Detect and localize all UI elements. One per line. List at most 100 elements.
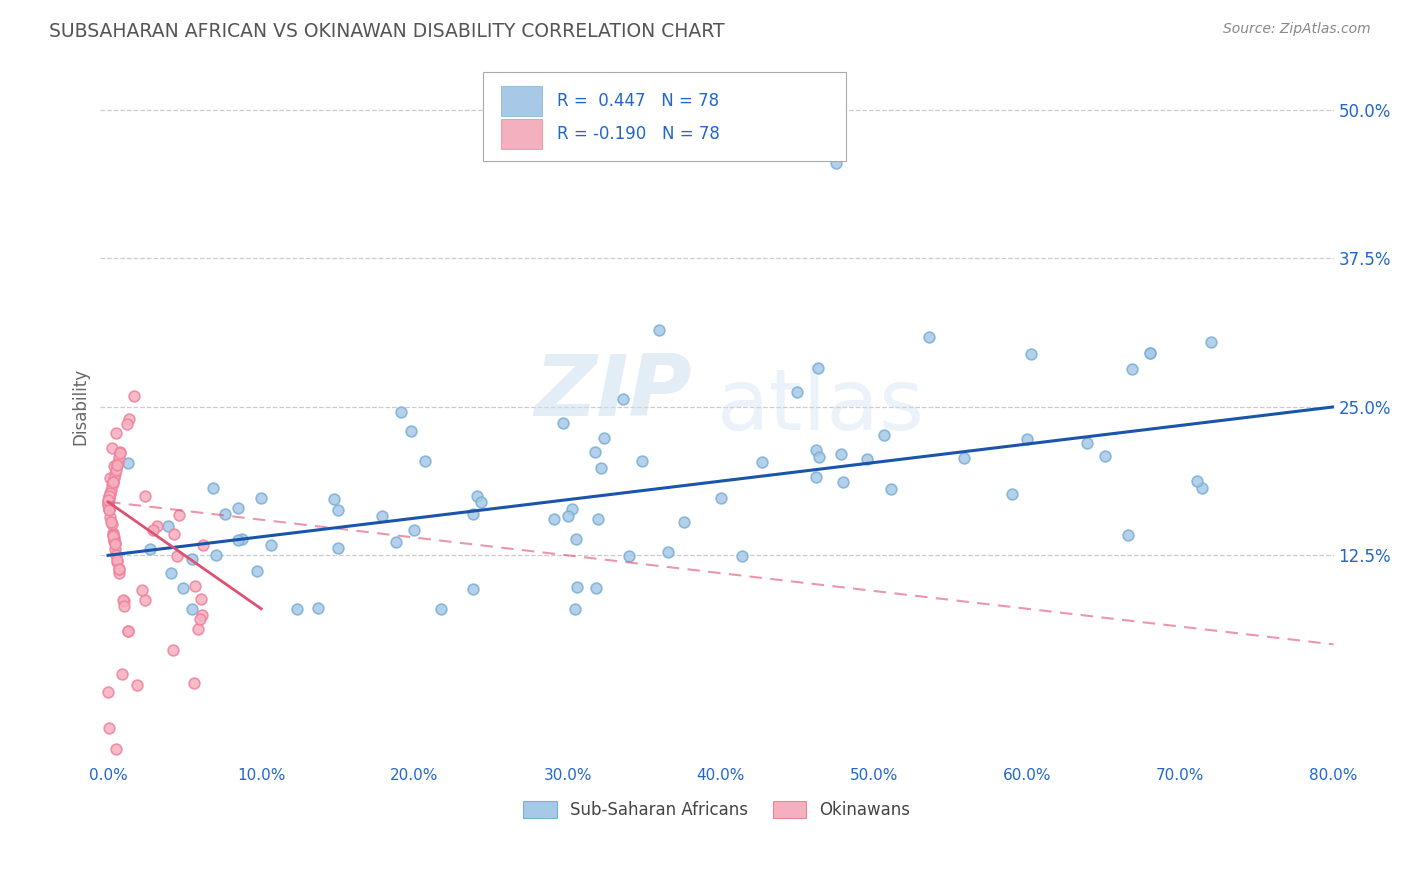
Point — [830, 447, 852, 461]
Point — [98, 501, 121, 516]
Point — [804, 470, 827, 484]
Text: R =  0.447   N = 78: R = 0.447 N = 78 — [557, 92, 718, 111]
Point — [98, 471, 121, 485]
Point — [191, 538, 214, 552]
Point — [100, 517, 122, 532]
Point — [672, 515, 695, 529]
Point — [543, 512, 565, 526]
Point — [404, 523, 426, 537]
Point — [105, 458, 128, 472]
Point — [1185, 474, 1208, 488]
Y-axis label: Disability: Disability — [72, 368, 89, 445]
Point — [470, 495, 492, 509]
Point — [101, 475, 124, 490]
Bar — [501, 87, 541, 116]
Point — [389, 405, 412, 419]
Point — [385, 535, 408, 549]
Point — [103, 530, 125, 544]
Point — [166, 549, 188, 563]
Point — [117, 624, 139, 638]
Point — [101, 475, 124, 490]
Point — [461, 507, 484, 521]
Point — [104, 541, 127, 556]
Point — [134, 489, 156, 503]
Point — [648, 323, 671, 337]
Point — [565, 580, 588, 594]
Point — [117, 412, 139, 426]
Point — [131, 582, 153, 597]
Point — [202, 481, 225, 495]
Point — [191, 608, 214, 623]
Point — [710, 491, 733, 506]
Point — [103, 459, 125, 474]
Point — [104, 536, 127, 550]
Point — [98, 509, 121, 524]
Point — [751, 455, 773, 469]
Point — [107, 562, 129, 576]
Point — [953, 450, 976, 465]
Point — [156, 519, 179, 533]
Point — [111, 667, 134, 681]
Point — [588, 511, 610, 525]
Point — [97, 493, 120, 508]
Point — [918, 329, 941, 343]
Point — [101, 442, 124, 456]
Point — [430, 601, 453, 615]
Point — [98, 501, 121, 516]
Point — [307, 600, 329, 615]
Point — [226, 500, 249, 515]
Point — [1094, 449, 1116, 463]
Point — [97, 497, 120, 511]
Point — [100, 515, 122, 529]
Point — [855, 451, 877, 466]
Point — [105, 548, 128, 562]
Point — [461, 582, 484, 596]
Point — [190, 592, 212, 607]
Point — [564, 601, 586, 615]
Point — [101, 477, 124, 491]
Text: atlas: atlas — [717, 366, 925, 449]
Legend: Sub-Saharan Africans, Okinawans: Sub-Saharan Africans, Okinawans — [516, 795, 917, 826]
Point — [786, 385, 808, 400]
Point — [183, 675, 205, 690]
Point — [1001, 487, 1024, 501]
Point — [565, 533, 588, 547]
Text: Source: ZipAtlas.com: Source: ZipAtlas.com — [1223, 22, 1371, 37]
Point — [124, 389, 146, 403]
Point — [162, 642, 184, 657]
Point — [105, 553, 128, 567]
Point — [583, 445, 606, 459]
Point — [1017, 432, 1039, 446]
Point — [98, 487, 121, 501]
Point — [1199, 335, 1222, 350]
Point — [231, 532, 253, 546]
Point — [187, 622, 209, 636]
Point — [104, 467, 127, 482]
Point — [1139, 346, 1161, 360]
FancyBboxPatch shape — [482, 72, 846, 161]
Point — [1019, 346, 1042, 360]
Point — [592, 432, 614, 446]
Point — [98, 486, 121, 500]
Point — [880, 483, 903, 497]
Point — [401, 424, 423, 438]
Point — [107, 555, 129, 569]
Point — [1191, 481, 1213, 495]
Point — [160, 566, 183, 580]
Point — [114, 599, 136, 613]
Point — [97, 685, 120, 699]
Point — [585, 581, 607, 595]
Point — [1121, 361, 1143, 376]
Point — [260, 538, 283, 552]
Point — [103, 529, 125, 543]
Point — [100, 483, 122, 498]
Point — [824, 156, 846, 170]
Point — [97, 498, 120, 512]
Point — [807, 360, 830, 375]
Point — [180, 552, 202, 566]
Point — [107, 562, 129, 576]
Point — [117, 624, 139, 638]
Point — [188, 612, 211, 626]
Point — [117, 456, 139, 470]
Point — [98, 490, 121, 504]
